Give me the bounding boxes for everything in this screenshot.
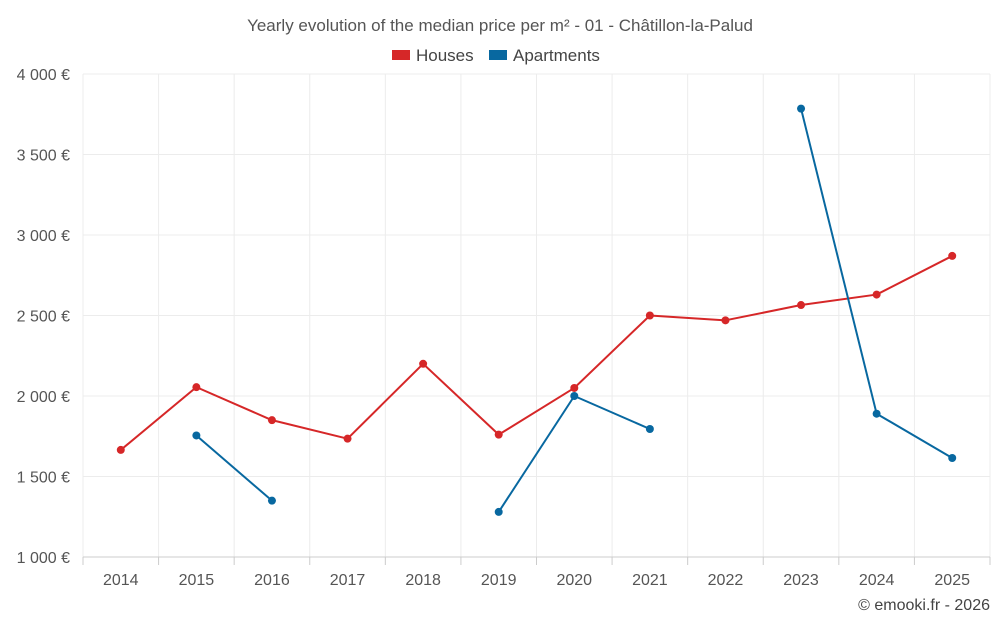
- series-line-apartments: [800, 108, 953, 459]
- series-line-houses: [120, 255, 953, 451]
- legend-label-apartments: Apartments: [513, 46, 600, 65]
- y-tick-label: 3 000 €: [17, 228, 70, 245]
- data-point-houses[interactable]: [494, 430, 503, 439]
- series-line-apartments: [497, 395, 651, 513]
- grid: [82, 73, 991, 557]
- y-tick-label: 1 500 €: [17, 470, 70, 487]
- x-tick-label: 2023: [783, 572, 819, 589]
- y-tick-label: 3 500 €: [17, 148, 70, 165]
- credit-text: © emooki.fr - 2026: [858, 597, 990, 614]
- legend-item-houses[interactable]: Houses: [392, 46, 474, 65]
- x-tick-label: 2018: [405, 572, 441, 589]
- data-point-houses[interactable]: [948, 251, 957, 260]
- data-point-apartments[interactable]: [192, 431, 201, 440]
- data-point-houses[interactable]: [570, 383, 579, 392]
- x-tick-label: 2019: [481, 572, 517, 589]
- x-tick-label: 2022: [708, 572, 744, 589]
- chart-title: Yearly evolution of the median price per…: [247, 16, 753, 35]
- data-point-apartments[interactable]: [872, 409, 881, 418]
- series: [116, 104, 957, 516]
- data-point-apartments[interactable]: [797, 104, 806, 113]
- legend-label-houses: Houses: [416, 46, 474, 65]
- axes: 1 000 € 1 500 € 2 000 € 2 500 € 3 000 € 3 500…: [17, 67, 991, 589]
- x-tick-label: 2017: [330, 572, 366, 589]
- y-tick-label: 2 500 €: [17, 309, 70, 326]
- y-tick-label: 2 000 €: [17, 389, 70, 406]
- data-point-houses[interactable]: [267, 416, 276, 425]
- data-point-houses[interactable]: [343, 434, 352, 443]
- legend-swatch-houses: [392, 50, 410, 60]
- series-houses: [116, 251, 957, 454]
- x-tick-label: 2024: [859, 572, 895, 589]
- x-tick-label: 2021: [632, 572, 668, 589]
- x-tick-label: 2025: [934, 572, 970, 589]
- x-tick-label: 2020: [556, 572, 592, 589]
- x-tick-label: 2015: [179, 572, 215, 589]
- data-point-apartments[interactable]: [267, 496, 276, 505]
- data-point-houses[interactable]: [797, 301, 806, 310]
- data-point-houses[interactable]: [721, 316, 730, 325]
- data-point-houses[interactable]: [645, 311, 654, 320]
- series-line-apartments: [195, 434, 273, 502]
- data-point-apartments[interactable]: [494, 507, 503, 516]
- x-tick-label: 2016: [254, 572, 290, 589]
- data-point-apartments[interactable]: [948, 453, 957, 462]
- legend-swatch-apartments: [489, 50, 507, 60]
- y-tick-label: 4 000 €: [17, 67, 70, 84]
- data-point-houses[interactable]: [116, 445, 125, 454]
- x-tick-label: 2014: [103, 572, 139, 589]
- data-point-apartments[interactable]: [645, 425, 654, 434]
- data-point-apartments[interactable]: [570, 392, 579, 400]
- data-point-houses[interactable]: [872, 290, 881, 299]
- data-point-houses[interactable]: [419, 359, 428, 368]
- series-apartments: [192, 104, 957, 516]
- legend: Houses Apartments: [392, 46, 600, 65]
- legend-item-apartments[interactable]: Apartments: [489, 46, 600, 65]
- y-tick-label: 1 000 €: [17, 550, 70, 567]
- data-point-houses[interactable]: [192, 383, 201, 392]
